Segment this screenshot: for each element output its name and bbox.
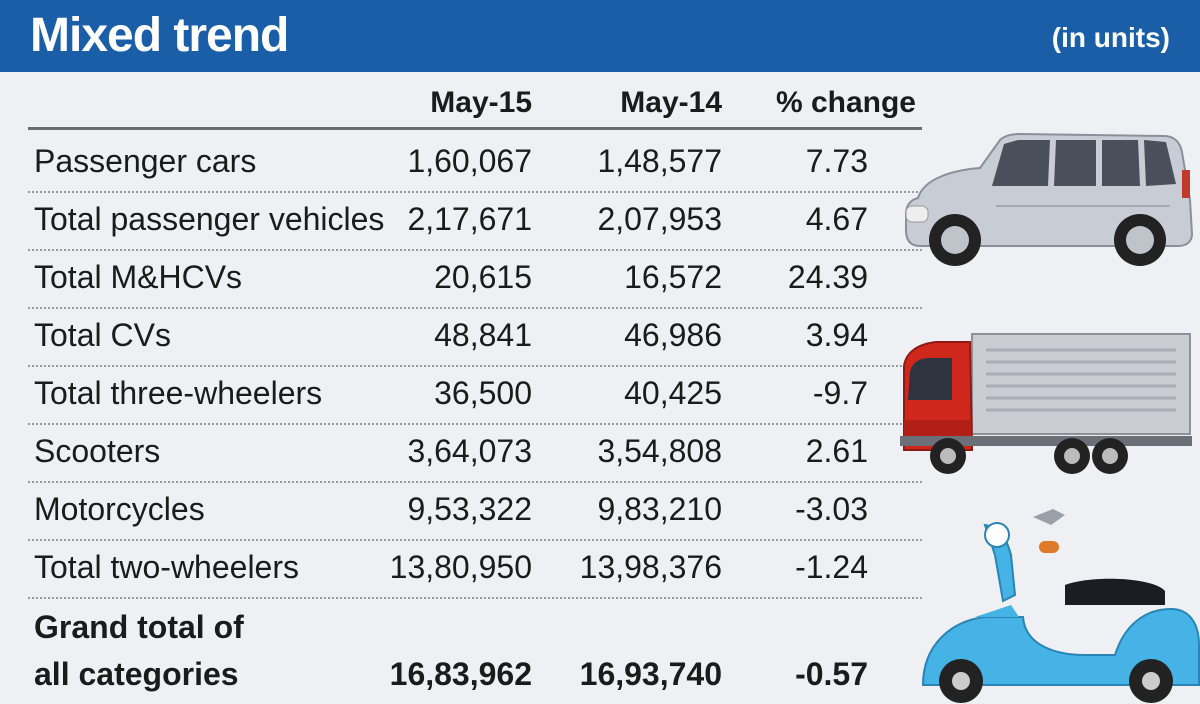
column-header-change: % change	[775, 86, 916, 119]
row-divider	[28, 597, 922, 599]
column-header-may14: May-14	[620, 86, 722, 119]
cell-may15: 36,500	[434, 375, 532, 411]
row-label: Total passenger vehicles	[34, 201, 385, 237]
truck-icon	[900, 333, 1192, 474]
cell-change: 2.61	[805, 433, 868, 469]
cell-may15: 1,60,067	[407, 143, 532, 179]
row-divider	[28, 539, 922, 541]
row-divider	[28, 365, 922, 367]
cell-change: 24.39	[787, 259, 868, 295]
row-divider	[28, 423, 922, 425]
cell-may14: 1,48,577	[597, 143, 722, 179]
header-rule	[28, 127, 922, 130]
van-icon	[905, 132, 1194, 266]
row-label: Total two-wheelers	[34, 549, 299, 585]
row-label: Motorcycles	[34, 491, 205, 527]
header-bar: Mixed trend (in units)	[0, 0, 1200, 72]
row-divider	[28, 249, 922, 251]
cell-may15: 3,64,073	[407, 433, 532, 469]
row-label: Total M&HCVs	[34, 259, 243, 295]
row-divider	[28, 481, 922, 483]
total-change: -0.57	[795, 656, 868, 692]
cell-may15: 13,80,950	[389, 549, 532, 585]
cell-may14: 46,986	[624, 317, 722, 353]
total-may15: 16,83,962	[389, 656, 532, 692]
page-title: Mixed trend	[30, 9, 289, 62]
row-label: Total three-wheelers	[34, 375, 323, 411]
cell-may14: 3,54,808	[597, 433, 722, 469]
cell-may15: 48,841	[434, 317, 532, 353]
total-label-line1: Grand total of	[34, 609, 244, 645]
cell-may15: 2,17,671	[407, 201, 532, 237]
cell-change: -1.24	[795, 549, 868, 585]
row-divider	[28, 191, 922, 193]
cell-change: 7.73	[805, 143, 868, 179]
cell-may14: 2,07,953	[597, 201, 722, 237]
unit-note: (in units)	[1051, 22, 1170, 53]
row-label: Passenger cars	[34, 143, 257, 179]
cell-may14: 40,425	[624, 375, 722, 411]
cell-may14: 16,572	[624, 259, 722, 295]
cell-change: -9.7	[812, 375, 868, 411]
cell-may15: 20,615	[434, 259, 532, 295]
cell-may14: 9,83,210	[597, 491, 722, 527]
cell-may14: 13,98,376	[579, 549, 722, 585]
cell-change: -3.03	[795, 491, 868, 527]
row-label: Total CVs	[34, 317, 171, 353]
cell-change: 3.94	[805, 317, 868, 353]
row-divider	[28, 307, 922, 309]
total-label-line2: all categories	[34, 656, 239, 692]
row-label: Scooters	[34, 433, 161, 469]
scooter-icon	[921, 509, 1200, 703]
cell-may15: 9,53,322	[407, 491, 532, 527]
column-header-may15: May-15	[430, 86, 532, 119]
total-may14: 16,93,740	[579, 656, 722, 692]
cell-change: 4.67	[805, 201, 868, 237]
